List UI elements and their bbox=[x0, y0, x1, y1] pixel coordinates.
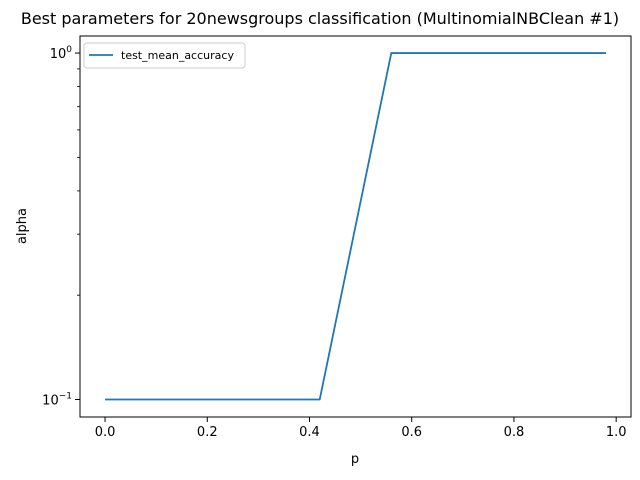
legend-box bbox=[83, 42, 246, 69]
x-tick-label: 1.0 bbox=[606, 425, 627, 440]
x-tick-label: 0.8 bbox=[504, 425, 525, 440]
series-group bbox=[105, 52, 606, 401]
y-tick-label: 100 bbox=[50, 45, 73, 62]
y-axis-label: alpha bbox=[15, 208, 30, 244]
axes-frame bbox=[79, 35, 632, 418]
plot-area: 0.0 0.2 0.4 0.6 0.8 1.0 10−1 100 bbox=[42, 35, 632, 440]
legend-label-test-mean-accuracy: test_mean_accuracy bbox=[121, 49, 234, 62]
y-axis-ticks: 10−1 100 bbox=[42, 45, 80, 408]
legend: test_mean_accuracy bbox=[83, 42, 246, 69]
x-tick-label: 0.6 bbox=[401, 425, 422, 440]
series-line-test-mean-accuracy bbox=[105, 52, 606, 401]
x-tick-label: 0.2 bbox=[197, 425, 218, 440]
x-tick-label: 0.4 bbox=[299, 425, 320, 440]
y-tick-label: 10−1 bbox=[42, 391, 72, 408]
x-axis-label: p bbox=[351, 452, 359, 467]
chart-title: Best parameters for 20newsgroups classif… bbox=[21, 9, 619, 28]
x-axis-ticks: 0.0 0.2 0.4 0.6 0.8 1.0 bbox=[95, 417, 627, 440]
x-tick-label: 0.0 bbox=[95, 425, 116, 440]
